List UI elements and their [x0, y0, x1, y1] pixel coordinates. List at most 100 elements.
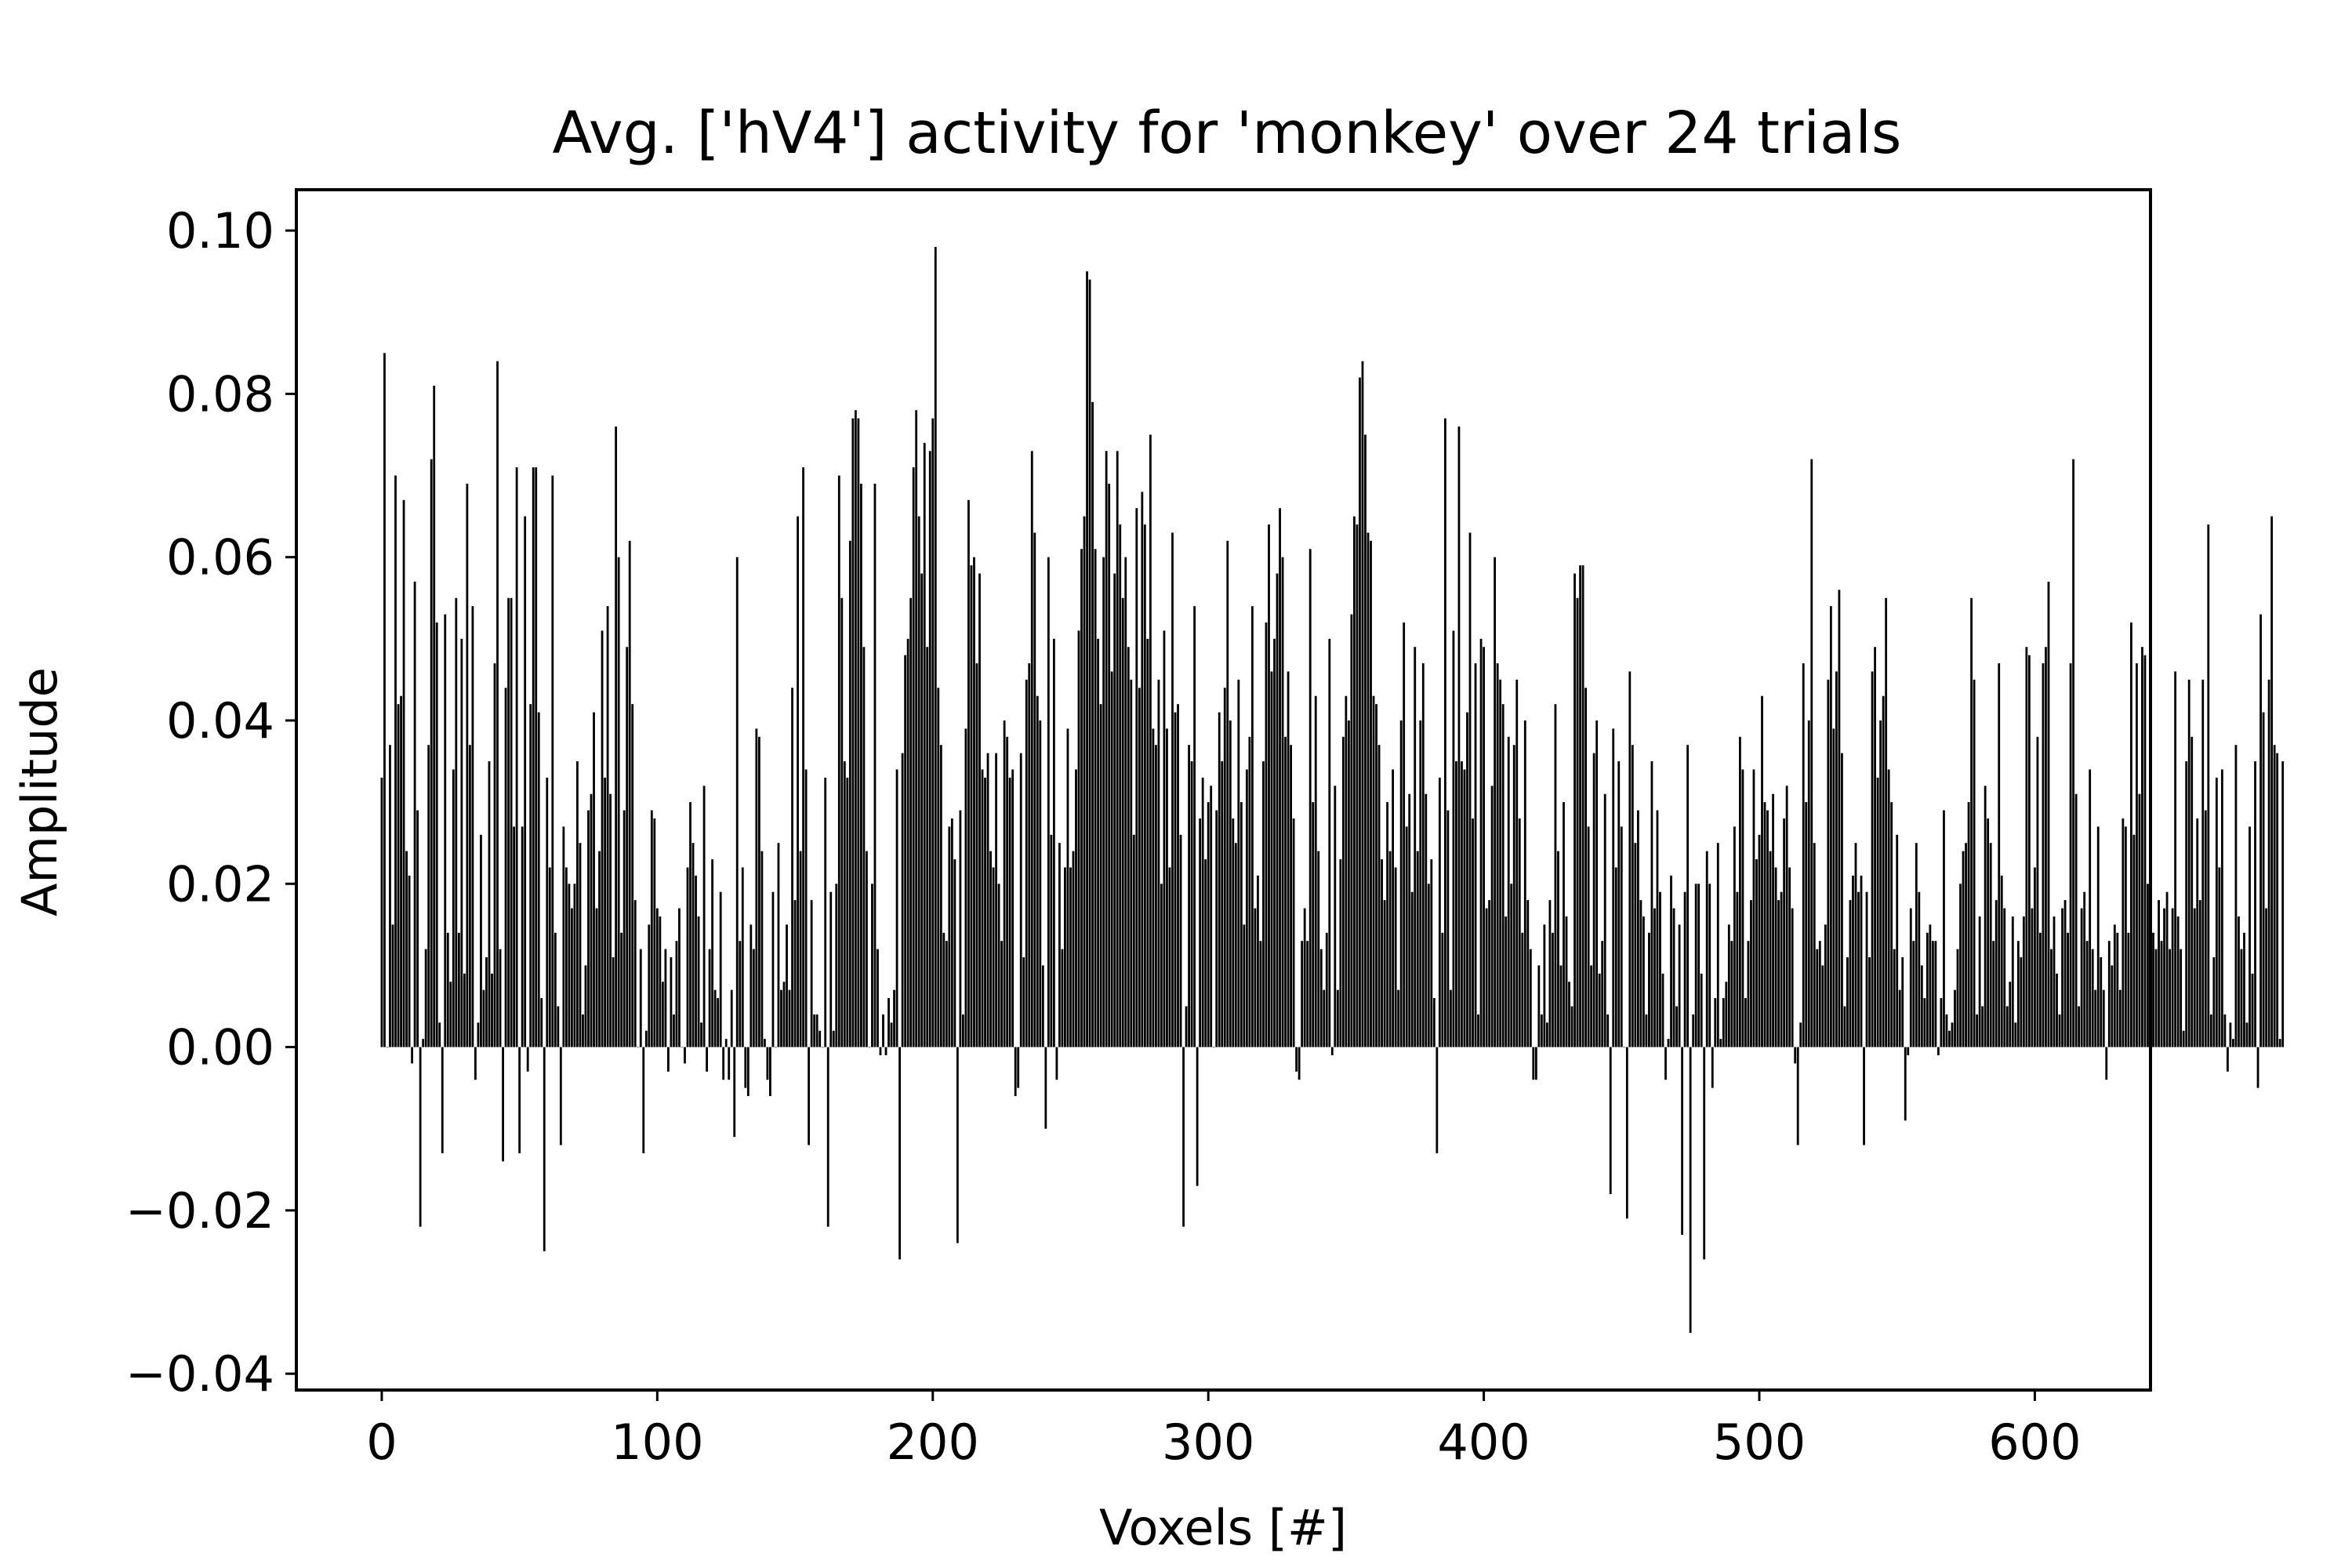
- bar: [1951, 1022, 1954, 1047]
- bar: [1457, 426, 1461, 1047]
- bar: [1436, 1047, 1439, 1153]
- bar: [1595, 720, 1599, 1047]
- bar: [1223, 688, 1226, 1047]
- bar: [513, 826, 516, 1047]
- bar: [1201, 777, 1204, 1047]
- bar: [573, 884, 576, 1047]
- bar: [402, 499, 405, 1047]
- bar: [1623, 1047, 1626, 1048]
- bar: [1483, 647, 1485, 1047]
- bar: [1055, 1047, 1058, 1080]
- bar: [915, 410, 918, 1047]
- bar: [722, 1047, 725, 1080]
- bar: [890, 1022, 893, 1047]
- bar: [438, 1022, 441, 1047]
- bar: [2163, 908, 2165, 1047]
- bar: [1193, 606, 1196, 1047]
- bar: [984, 777, 986, 1047]
- bar: [1948, 1030, 1951, 1047]
- bar: [1653, 908, 1656, 1047]
- bar: [1408, 793, 1411, 1047]
- bar: [2132, 834, 2136, 1047]
- bar: [909, 597, 913, 1047]
- bar: [797, 516, 799, 1047]
- bar: [1405, 826, 1408, 1047]
- bar: [1766, 810, 1769, 1047]
- bar: [535, 467, 538, 1047]
- bar: [449, 982, 452, 1047]
- bar: [1537, 965, 1541, 1047]
- bar: [782, 982, 786, 1047]
- bar: [1540, 1014, 1543, 1047]
- bar: [1185, 1006, 1188, 1047]
- bar: [1783, 818, 1786, 1047]
- bar: [877, 949, 879, 1047]
- bar: [1890, 802, 1893, 1047]
- bar: [791, 688, 793, 1047]
- bar: [1752, 769, 1755, 1047]
- bar: [854, 410, 857, 1047]
- bar: [659, 916, 662, 1047]
- bar: [1171, 532, 1174, 1047]
- bar: [912, 467, 915, 1047]
- bar: [2067, 932, 2069, 1047]
- bar: [1262, 761, 1265, 1047]
- bar: [2267, 679, 2270, 1047]
- bar: [1182, 1047, 1185, 1227]
- bar: [1612, 728, 1615, 1047]
- bar: [1727, 924, 1730, 1047]
- bar: [1301, 941, 1304, 1047]
- bar: [689, 802, 691, 1047]
- bar: [1388, 851, 1392, 1047]
- bar: [1328, 638, 1331, 1047]
- bar: [711, 859, 714, 1047]
- bar: [923, 442, 926, 1047]
- bar: [1967, 802, 1970, 1047]
- bar: [2074, 793, 2078, 1047]
- y-tick-label: 0.04: [166, 692, 274, 750]
- bar: [1157, 679, 1160, 1047]
- bar: [1245, 769, 1248, 1047]
- bar: [799, 851, 802, 1047]
- bar: [499, 949, 502, 1047]
- bar: [1455, 761, 1457, 1047]
- bar: [1419, 720, 1422, 1047]
- bar: [1750, 900, 1752, 1047]
- bar: [430, 459, 433, 1047]
- bar: [411, 1047, 413, 1064]
- bar: [1791, 908, 1794, 1047]
- bar: [1066, 728, 1069, 1047]
- bar: [956, 1047, 959, 1243]
- bar: [1450, 989, 1452, 1047]
- bar: [1290, 745, 1292, 1047]
- bar: [1215, 810, 1218, 1047]
- bar: [1116, 451, 1119, 1047]
- bar: [2042, 663, 2045, 1047]
- bar: [1708, 884, 1711, 1047]
- bar: [741, 867, 744, 1047]
- bar: [584, 965, 587, 1047]
- bar: [1777, 900, 1780, 1047]
- bar: [664, 949, 667, 1047]
- bar: [394, 475, 397, 1047]
- bar: [1149, 434, 1152, 1047]
- bar: [463, 973, 466, 1047]
- bar: [622, 810, 626, 1047]
- bar: [1367, 532, 1370, 1047]
- bar: [1700, 973, 1703, 1047]
- bar: [444, 614, 447, 1047]
- bar: [2096, 826, 2100, 1047]
- bar: [832, 1030, 835, 1047]
- bar: [380, 777, 383, 1047]
- x-axis-ticks: 0 100 200 300 400 500 600: [366, 1390, 2082, 1471]
- bar: [1984, 786, 1987, 1047]
- bar: [959, 810, 962, 1047]
- bar: [1656, 810, 1659, 1047]
- bar: [493, 663, 496, 1047]
- bar: [1998, 663, 2001, 1047]
- bar: [2207, 524, 2210, 1047]
- bar: [427, 745, 430, 1047]
- bar: [1584, 688, 1588, 1047]
- bar: [1805, 802, 1808, 1047]
- bar: [1907, 1047, 1910, 1055]
